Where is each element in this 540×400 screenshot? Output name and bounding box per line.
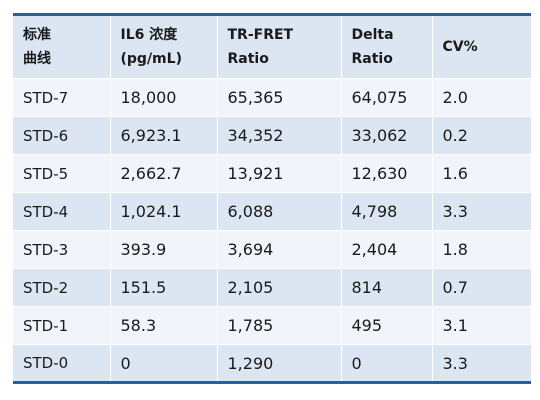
concentration-cell: 151.5 xyxy=(109,268,217,307)
cv-cell: 3.1 xyxy=(431,306,531,345)
table-row: STD-3 393.9 3,694 2,404 1.8 xyxy=(13,230,531,269)
delta-ratio-cell: 33,062 xyxy=(340,116,432,155)
cv-cell: 3.3 xyxy=(431,192,531,231)
tr-fret-ratio-cell: 34,352 xyxy=(216,116,341,155)
delta-ratio-cell: 0 xyxy=(340,344,432,383)
row-label: STD-5 xyxy=(13,154,110,193)
row-label: STD-4 xyxy=(13,192,110,231)
concentration-cell: 2,662.7 xyxy=(109,154,217,193)
cv-cell: 1.8 xyxy=(431,230,531,269)
tr-fret-ratio-cell: 13,921 xyxy=(216,154,341,193)
header-line: Ratio xyxy=(351,51,393,67)
cv-cell: 0.2 xyxy=(431,116,531,155)
header-cell-standard-curve: 标准 曲线 xyxy=(13,14,110,79)
delta-ratio-cell: 64,075 xyxy=(340,78,432,117)
tr-fret-ratio-cell: 1,290 xyxy=(216,344,341,383)
standard-curve-table-container: 标准 曲线 IL6 浓度 (pg/mL) TR-FRET Ratio Delta… xyxy=(13,13,531,384)
header-cell-delta-ratio: Delta Ratio xyxy=(340,14,432,79)
delta-ratio-cell: 12,630 xyxy=(340,154,432,193)
table-row: STD-1 58.3 1,785 495 3.1 xyxy=(13,306,531,345)
table-header: 标准 曲线 IL6 浓度 (pg/mL) TR-FRET Ratio Delta… xyxy=(13,14,531,79)
tr-fret-ratio-cell: 65,365 xyxy=(216,78,341,117)
row-label: STD-2 xyxy=(13,268,110,307)
concentration-cell: 6,923.1 xyxy=(109,116,217,155)
table-row: STD-6 6,923.1 34,352 33,062 0.2 xyxy=(13,116,531,155)
row-label: STD-6 xyxy=(13,116,110,155)
header-line: 标准 xyxy=(23,27,51,43)
header-line: Delta xyxy=(351,27,394,43)
row-label: STD-7 xyxy=(13,78,110,117)
tr-fret-ratio-cell: 1,785 xyxy=(216,306,341,345)
header-line: 曲线 xyxy=(23,51,51,67)
header-line: TR-FRET xyxy=(227,27,294,43)
row-label: STD-3 xyxy=(13,230,110,269)
header-cell-tr-fret-ratio: TR-FRET Ratio xyxy=(216,14,341,79)
header-cell-il6-concentration: IL6 浓度 (pg/mL) xyxy=(109,14,217,79)
concentration-cell: 1,024.1 xyxy=(109,192,217,231)
delta-ratio-cell: 4,798 xyxy=(340,192,432,231)
cv-cell: 0.7 xyxy=(431,268,531,307)
table-row: STD-0 0 1,290 0 3.3 xyxy=(13,344,531,383)
tr-fret-ratio-cell: 6,088 xyxy=(216,192,341,231)
concentration-cell: 18,000 xyxy=(109,78,217,117)
delta-ratio-cell: 495 xyxy=(340,306,432,345)
cv-cell: 2.0 xyxy=(431,78,531,117)
tr-fret-ratio-cell: 2,105 xyxy=(216,268,341,307)
table-row: STD-2 151.5 2,105 814 0.7 xyxy=(13,268,531,307)
concentration-cell: 0 xyxy=(109,344,217,383)
table-body: STD-7 18,000 65,365 64,075 2.0 STD-6 6,9… xyxy=(13,78,531,383)
standard-curve-table: 标准 曲线 IL6 浓度 (pg/mL) TR-FRET Ratio Delta… xyxy=(13,13,531,384)
delta-ratio-cell: 2,404 xyxy=(340,230,432,269)
header-line: CV% xyxy=(442,39,478,55)
header-line: Ratio xyxy=(227,51,269,67)
header-line: (pg/mL) xyxy=(120,51,182,67)
header-cell-cv-percent: CV% xyxy=(431,14,531,79)
delta-ratio-cell: 814 xyxy=(340,268,432,307)
cv-cell: 3.3 xyxy=(431,344,531,383)
table-row: STD-5 2,662.7 13,921 12,630 1.6 xyxy=(13,154,531,193)
cv-cell: 1.6 xyxy=(431,154,531,193)
table-row: STD-4 1,024.1 6,088 4,798 3.3 xyxy=(13,192,531,231)
row-label: STD-1 xyxy=(13,306,110,345)
concentration-cell: 58.3 xyxy=(109,306,217,345)
header-line: IL6 浓度 xyxy=(120,27,178,43)
tr-fret-ratio-cell: 3,694 xyxy=(216,230,341,269)
header-row: 标准 曲线 IL6 浓度 (pg/mL) TR-FRET Ratio Delta… xyxy=(13,14,531,79)
concentration-cell: 393.9 xyxy=(109,230,217,269)
table-row: STD-7 18,000 65,365 64,075 2.0 xyxy=(13,78,531,117)
row-label: STD-0 xyxy=(13,344,110,383)
